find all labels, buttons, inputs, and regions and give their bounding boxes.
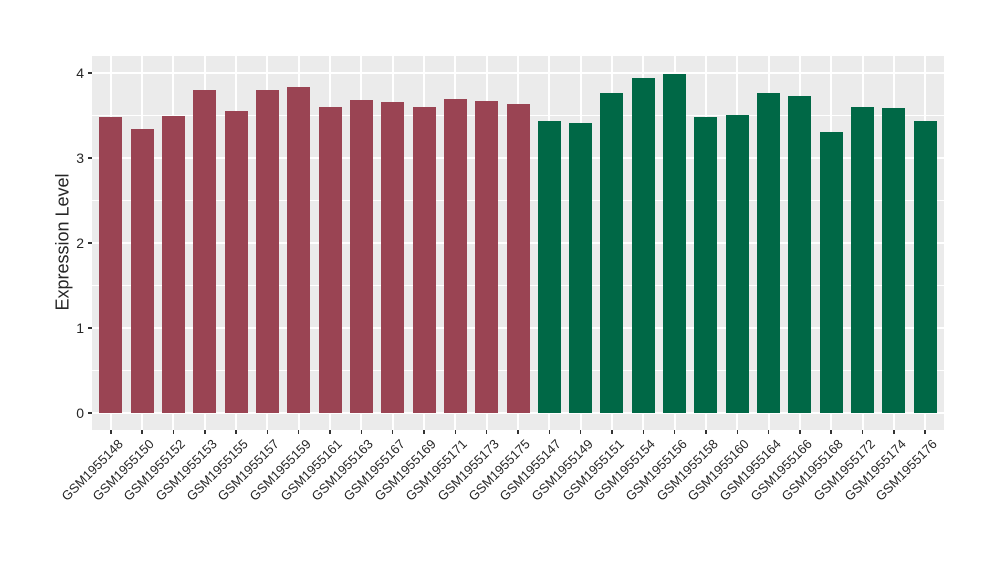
y-tick-mark: [88, 242, 92, 244]
bar: [130, 129, 154, 413]
y-tick-mark: [88, 327, 92, 329]
x-tick-mark: [485, 430, 488, 434]
bar: [224, 111, 248, 413]
bar: [819, 131, 843, 413]
bar: [381, 101, 405, 413]
x-tick-mark: [861, 430, 864, 434]
bar: [318, 107, 342, 413]
x-tick-mark: [767, 430, 770, 434]
y-tick-label: 4: [76, 65, 84, 81]
bar: [694, 117, 718, 413]
chart-panel: [92, 56, 944, 430]
bar: [913, 121, 937, 413]
y-tick-label: 0: [76, 405, 84, 421]
x-tick-mark: [266, 430, 269, 434]
x-tick-mark: [548, 430, 551, 434]
x-tick-mark: [110, 430, 112, 434]
y-tick-mark: [88, 157, 92, 159]
x-tick-mark: [830, 430, 832, 434]
x-tick-mark: [799, 430, 801, 434]
bar: [475, 101, 499, 413]
bar: [663, 73, 687, 413]
bar: [506, 104, 530, 413]
x-tick-mark: [360, 430, 363, 434]
y-tick-label: 1: [76, 320, 84, 336]
x-tick-mark: [611, 430, 613, 434]
bar: [631, 78, 655, 413]
bar: [882, 107, 906, 413]
bar: [161, 116, 185, 413]
bar: [193, 90, 217, 413]
bar: [255, 90, 279, 413]
x-tick-mark: [391, 430, 394, 434]
x-tick-mark: [454, 430, 457, 434]
bar: [99, 117, 123, 413]
y-tick-mark: [88, 72, 92, 74]
bar: [412, 107, 436, 413]
bar: [349, 100, 373, 413]
x-tick-mark: [579, 430, 582, 434]
bar: [757, 92, 781, 413]
x-tick-mark: [924, 430, 926, 434]
x-tick-mark: [297, 430, 300, 434]
x-tick-mark: [204, 430, 206, 434]
x-tick-mark: [705, 430, 707, 434]
x-tick-mark: [141, 430, 143, 434]
bar: [725, 114, 749, 413]
x-tick-mark: [423, 430, 425, 434]
bar: [443, 99, 467, 413]
bar: [569, 123, 593, 413]
x-tick-mark: [517, 430, 519, 434]
x-tick-mark: [329, 430, 331, 434]
x-tick-mark: [172, 430, 175, 434]
y-tick-label: 2: [76, 235, 84, 251]
bar: [851, 107, 875, 413]
y-tick-mark: [88, 412, 92, 414]
bar: [537, 120, 561, 413]
bar: [287, 86, 311, 413]
x-tick-mark: [736, 430, 738, 434]
bar: [788, 95, 812, 413]
x-tick-mark: [235, 430, 237, 434]
y-tick-label: 3: [76, 150, 84, 166]
bar: [600, 93, 624, 413]
x-tick-mark: [893, 430, 895, 434]
x-tick-mark: [673, 430, 676, 434]
x-tick-mark: [642, 430, 645, 434]
